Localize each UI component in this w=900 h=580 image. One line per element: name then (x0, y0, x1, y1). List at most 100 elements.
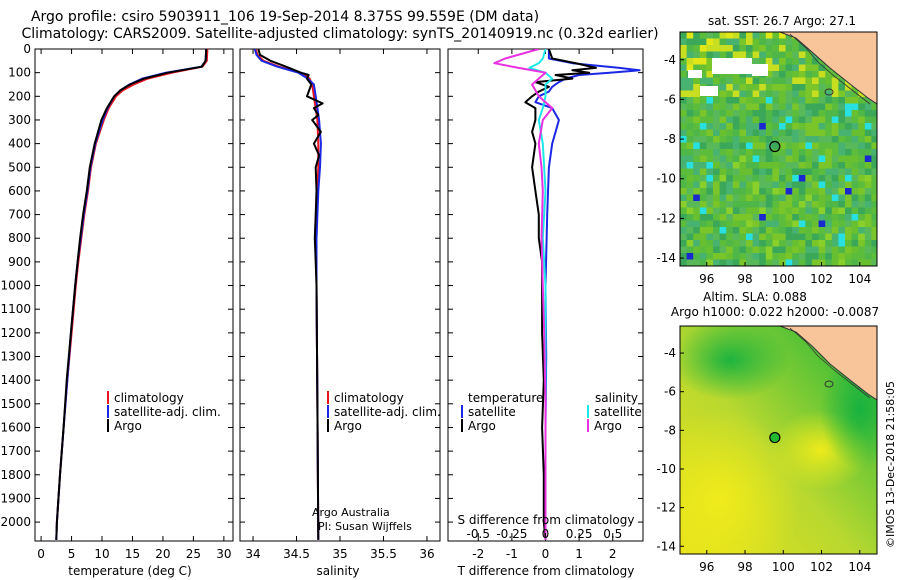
sst-cell (825, 194, 833, 202)
map-x-tick-label: 104 (848, 272, 871, 286)
sst-cell (812, 201, 820, 208)
sst-cell (765, 64, 773, 72)
sst-cell (726, 220, 734, 228)
sst-cell (699, 181, 707, 189)
sst-cell (713, 220, 721, 228)
sst-cell (719, 227, 727, 234)
sst-cell (765, 168, 773, 176)
sst-cell (739, 51, 747, 59)
sst-cell (798, 214, 806, 221)
sst-cell (765, 84, 773, 91)
sst-cell (739, 168, 747, 176)
sst-cell (785, 214, 793, 221)
sst-cell (858, 220, 866, 228)
map-y-tick-label: -10 (656, 462, 676, 476)
sst-cell (818, 84, 826, 91)
y-tick-label: 1000 (0, 279, 31, 293)
sst-cell (812, 168, 820, 176)
sst-cell (772, 32, 780, 39)
sst-cell (726, 259, 734, 266)
sst-cell (831, 188, 839, 195)
sst-cell (726, 84, 734, 91)
sst-cell (779, 246, 787, 254)
sst-cell (812, 259, 820, 266)
sst-cell (871, 233, 877, 241)
sst-cell (706, 259, 714, 266)
sst-cell (765, 77, 773, 85)
sst-cell (746, 246, 754, 254)
sst-cell (759, 214, 767, 221)
sst-cell (851, 110, 859, 117)
sst-cell (726, 240, 734, 247)
sst-cell (851, 149, 859, 156)
sla-map-land (779, 326, 877, 401)
sst-missing-cell (712, 58, 752, 74)
series-line-s-argo (493, 49, 554, 540)
sst-cell (858, 136, 866, 143)
sst-cell (719, 201, 727, 208)
x-tick-label: 35.5 (370, 547, 397, 561)
sst-cell (686, 90, 694, 98)
sst-cell (871, 175, 877, 182)
sst-cell (739, 194, 747, 202)
sst-cell (818, 246, 826, 254)
legend-t-satellite-label: satellite (468, 405, 516, 419)
sst-cell (726, 90, 734, 98)
sst-cell (805, 168, 813, 176)
sst-cell (858, 129, 866, 137)
sst-cell (792, 64, 800, 72)
sst-cell (871, 168, 877, 176)
sst-cell (693, 116, 701, 124)
sst-cell (831, 84, 839, 91)
sst-cell (792, 207, 800, 215)
sst-cell (686, 129, 694, 137)
sst-cell (864, 188, 872, 195)
sst-cell (752, 168, 760, 176)
sst-cell (765, 194, 773, 202)
sst-cell (818, 253, 826, 260)
sst-cell (726, 32, 734, 39)
map-x-tick-label: 100 (772, 560, 795, 574)
sst-cell (680, 253, 688, 260)
salinity-diff-ticks: -0.5 -0.25 0 0.25 0.5 (467, 527, 623, 541)
sst-cell (699, 149, 707, 156)
sst-cell (739, 155, 747, 163)
sst-cell (871, 246, 877, 254)
sst-cell (812, 142, 820, 150)
sst-cell (831, 233, 839, 241)
sst-cell (805, 71, 813, 78)
sst-cell (805, 136, 813, 143)
sst-cell (812, 220, 820, 228)
sst-cell (798, 64, 806, 72)
sst-cell (699, 201, 707, 208)
sst-cell (812, 136, 820, 143)
sst-cell (680, 207, 688, 215)
sst-cell (739, 97, 747, 104)
sst-cell (785, 77, 793, 85)
sst-cell (746, 227, 754, 234)
sst-cell (779, 38, 787, 46)
sst-cell (831, 240, 839, 247)
sst-cell (759, 90, 767, 98)
title-line-2: Climatology: CARS2009. Satellite-adjuste… (21, 26, 658, 42)
sst-cell (699, 175, 707, 182)
sst-cell (805, 181, 813, 189)
sst-cell (726, 201, 734, 208)
sst-cell (779, 129, 787, 137)
y-tick-label: 1400 (0, 373, 31, 387)
sst-cell (713, 71, 721, 78)
sst-cell (798, 116, 806, 124)
sst-cell (719, 175, 727, 182)
sst-cell (752, 227, 760, 234)
sst-cell (805, 259, 813, 266)
sst-cell (871, 142, 877, 150)
sst-cell (838, 77, 846, 85)
sst-cell (798, 201, 806, 208)
sst-cell (706, 97, 714, 104)
sst-cell (831, 246, 839, 254)
sst-cell (713, 181, 721, 189)
sst-cell (838, 240, 846, 247)
salinity-axes-frame (239, 48, 441, 542)
sst-cell (798, 84, 806, 91)
y-tick-label: 1300 (0, 350, 31, 364)
